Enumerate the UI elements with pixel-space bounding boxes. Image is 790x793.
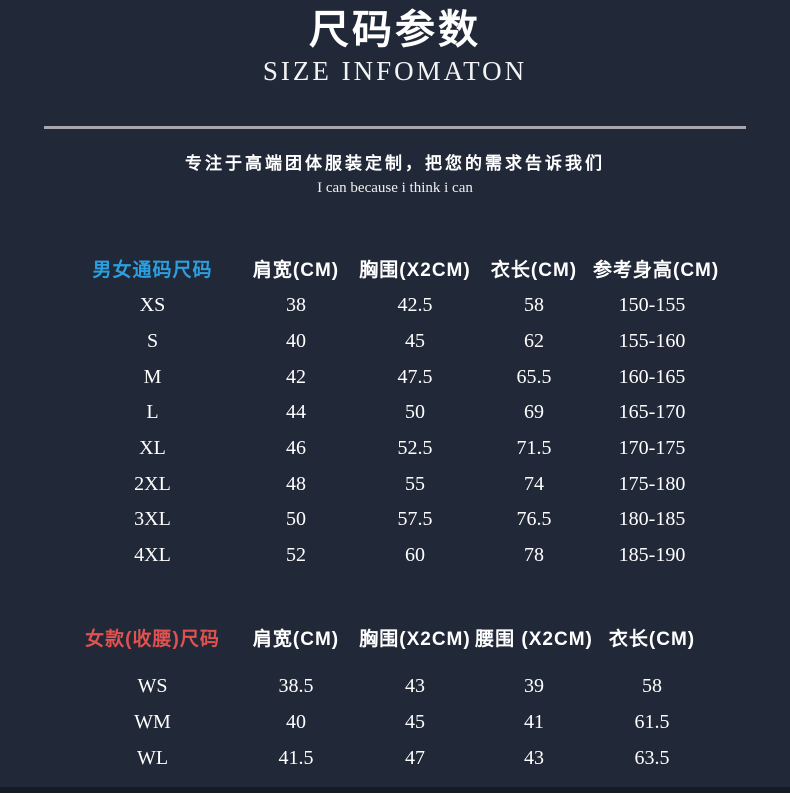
women-size-table: 女款(收腰)尺码 肩宽(CM) 胸围(X2CM) 腰围 (X2CM) 衣长(CM… bbox=[68, 618, 711, 777]
size-value: 40 bbox=[286, 711, 306, 733]
slogan: I can because i think i can bbox=[317, 180, 473, 196]
table-row: XS 38 42.5 58 150-155 bbox=[68, 288, 711, 324]
size-value: 50 bbox=[286, 508, 306, 531]
column-header-waist: 腰围 (X2CM) bbox=[475, 629, 593, 650]
size-value: 62 bbox=[524, 330, 544, 353]
unisex-header-row: 男女通码尺码 肩宽(CM) 胸围(X2CM) 衣长(CM) 参考身高(CM) bbox=[68, 248, 720, 288]
column-header-length: 衣长(CM) bbox=[608, 629, 696, 650]
size-label: M bbox=[143, 365, 162, 388]
size-value: 165-170 bbox=[618, 401, 686, 424]
column-header-length: 衣长(CM) bbox=[490, 259, 578, 281]
size-value: 45 bbox=[405, 711, 425, 733]
women-table-label: 女款(收腰)尺码 bbox=[85, 629, 220, 650]
size-value: 55 bbox=[405, 472, 425, 495]
size-value: 58 bbox=[524, 294, 544, 317]
size-label: XL bbox=[139, 437, 166, 460]
size-value: 78 bbox=[524, 544, 544, 567]
size-value: 180-185 bbox=[618, 508, 686, 531]
size-label: L bbox=[146, 401, 159, 424]
size-value: 45 bbox=[405, 330, 425, 353]
size-value: 60 bbox=[405, 544, 425, 567]
size-value: 52.5 bbox=[397, 437, 433, 460]
size-label: 2XL bbox=[134, 472, 171, 495]
column-header-shoulder: 肩宽(CM) bbox=[252, 259, 340, 281]
footer-strip bbox=[0, 787, 790, 793]
size-value: 42 bbox=[286, 365, 306, 388]
size-label: 3XL bbox=[134, 508, 171, 531]
table-row: 2XL 48 55 74 175-180 bbox=[68, 466, 711, 502]
size-value: 43 bbox=[524, 747, 544, 769]
size-value: 61.5 bbox=[634, 711, 670, 733]
column-header-chest: 胸围(X2CM) bbox=[359, 629, 471, 650]
page-title: 尺码参数 bbox=[309, 7, 481, 52]
size-label: WS bbox=[137, 675, 168, 697]
table-row: WL 41.5 47 43 63.5 bbox=[68, 741, 711, 777]
size-value: 150-155 bbox=[618, 294, 686, 317]
size-value: 38 bbox=[286, 294, 306, 317]
page-subtitle: SIZE INFOMATON bbox=[262, 56, 528, 86]
size-value: 41.5 bbox=[278, 747, 314, 769]
column-header-chest: 胸围(X2CM) bbox=[359, 259, 471, 281]
tagline: 专注于高端团体服装定制，把您的需求告诉我们 bbox=[185, 154, 605, 173]
size-label: 4XL bbox=[134, 544, 171, 567]
size-value: 69 bbox=[524, 401, 544, 424]
unisex-size-table: 男女通码尺码 肩宽(CM) 胸围(X2CM) 衣长(CM) 参考身高(CM) X… bbox=[68, 248, 720, 574]
size-value: 71.5 bbox=[516, 437, 552, 460]
women-table-body: WS 38.5 43 39 58 WM 40 45 41 61.5 WL 41.5 47 43 63.5 bbox=[68, 669, 711, 777]
size-value: 40 bbox=[286, 330, 306, 353]
women-header-row: 女款(收腰)尺码 肩宽(CM) 胸围(X2CM) 腰围 (X2CM) 衣长(CM… bbox=[68, 618, 711, 658]
unisex-table-label: 男女通码尺码 bbox=[92, 259, 213, 281]
size-value: 47 bbox=[405, 747, 425, 769]
size-value: 52 bbox=[286, 544, 306, 567]
table-row: WS 38.5 43 39 58 bbox=[68, 669, 711, 705]
size-value: 50 bbox=[405, 401, 425, 424]
size-value: 58 bbox=[642, 675, 662, 697]
size-value: 42.5 bbox=[397, 294, 433, 317]
size-value: 39 bbox=[524, 675, 544, 697]
table-row: XL 46 52.5 71.5 170-175 bbox=[68, 431, 711, 467]
table-row: M 42 47.5 65.5 160-165 bbox=[68, 359, 711, 395]
size-value: 48 bbox=[286, 472, 306, 495]
table-row: S 40 45 62 155-160 bbox=[68, 324, 711, 360]
table-row: WM 40 45 41 61.5 bbox=[68, 705, 711, 741]
column-header-ref-height: 参考身高(CM) bbox=[593, 259, 720, 281]
size-value: 44 bbox=[286, 401, 306, 424]
size-value: 46 bbox=[286, 437, 306, 460]
size-value: 63.5 bbox=[634, 747, 670, 769]
divider-line bbox=[44, 126, 746, 129]
size-value: 74 bbox=[524, 472, 544, 495]
size-label: S bbox=[146, 330, 159, 353]
size-value: 170-175 bbox=[618, 437, 686, 460]
table-row: 3XL 50 57.5 76.5 180-185 bbox=[68, 502, 711, 538]
size-value: 43 bbox=[405, 675, 425, 697]
size-label: WL bbox=[136, 747, 169, 769]
size-value: 185-190 bbox=[618, 544, 686, 567]
size-value: 57.5 bbox=[397, 508, 433, 531]
unisex-table-body: XS 38 42.5 58 150-155 S 40 45 62 155-160 M 42 47.5 65… bbox=[68, 288, 711, 574]
size-value: 38.5 bbox=[278, 675, 314, 697]
size-value: 65.5 bbox=[516, 365, 552, 388]
size-label: XS bbox=[139, 294, 166, 317]
size-value: 160-165 bbox=[618, 365, 686, 388]
table-row: L 44 50 69 165-170 bbox=[68, 395, 711, 431]
size-value: 155-160 bbox=[618, 330, 686, 353]
column-header-shoulder: 肩宽(CM) bbox=[252, 629, 340, 650]
table-row: 4XL 52 60 78 185-190 bbox=[68, 538, 711, 574]
size-value: 76.5 bbox=[516, 508, 552, 531]
size-value: 175-180 bbox=[618, 472, 686, 495]
size-value: 41 bbox=[524, 711, 544, 733]
size-value: 47.5 bbox=[397, 365, 433, 388]
size-label: WM bbox=[134, 711, 171, 733]
